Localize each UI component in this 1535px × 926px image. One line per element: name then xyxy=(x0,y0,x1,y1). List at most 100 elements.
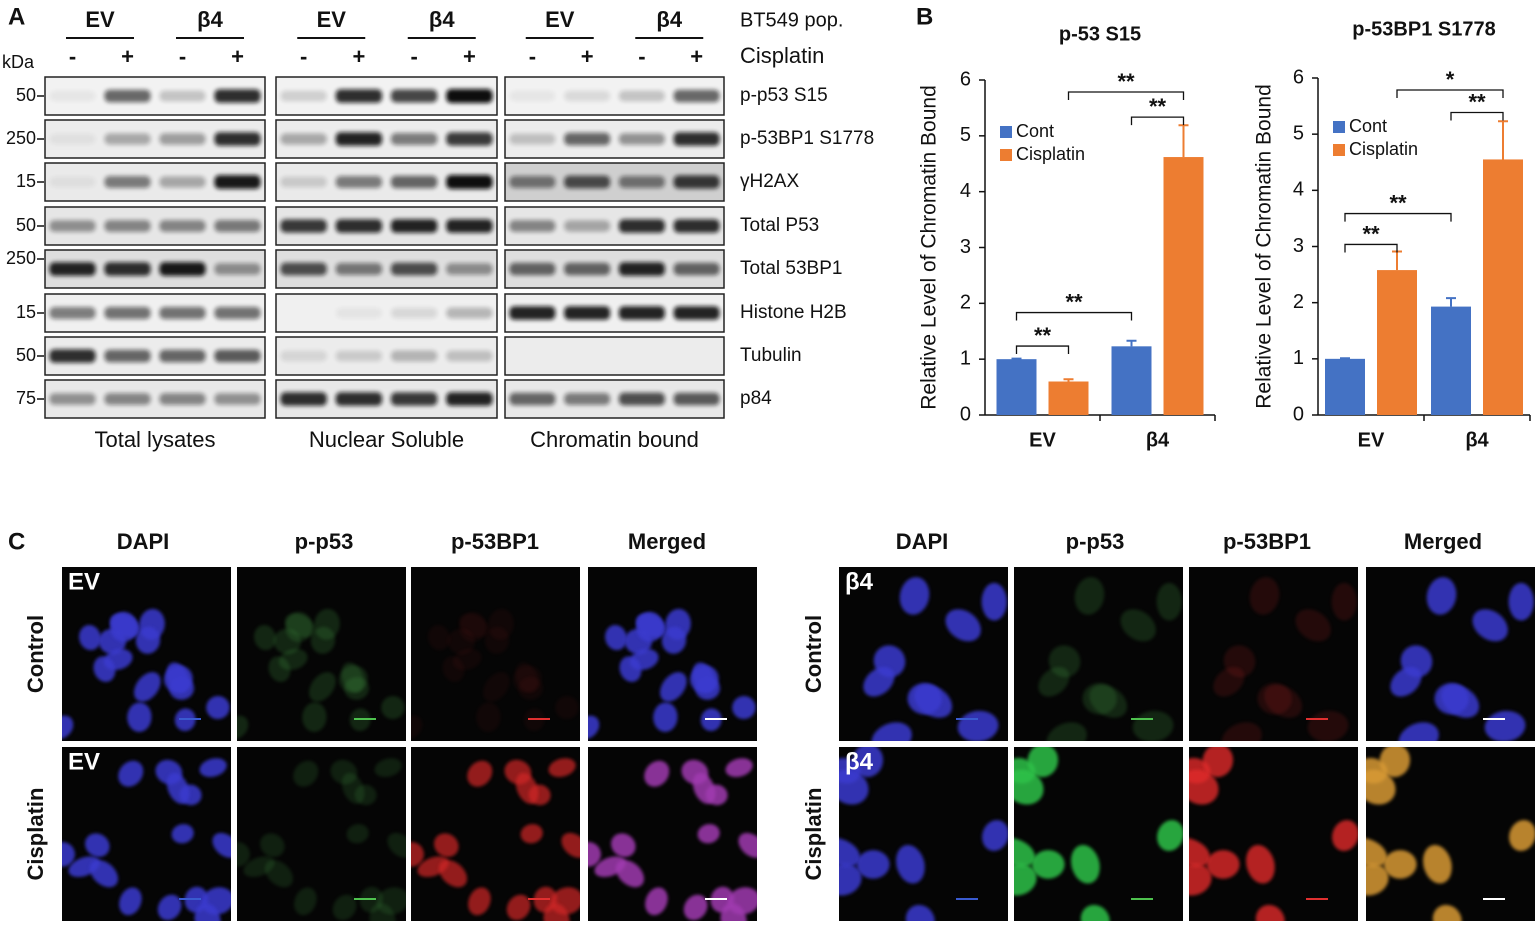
blot-band xyxy=(335,219,383,233)
blot-band xyxy=(280,262,327,276)
nucleus xyxy=(615,859,645,888)
nucleus xyxy=(171,824,194,844)
nucleus xyxy=(163,665,193,693)
kda-marker: 75 xyxy=(16,388,36,408)
nucleus xyxy=(302,702,327,732)
micrograph: EV xyxy=(62,567,231,741)
nucleus xyxy=(871,722,912,741)
nucleus xyxy=(1031,850,1065,879)
nucleus xyxy=(689,665,719,693)
nucleus xyxy=(442,656,465,682)
nucleus xyxy=(62,715,74,739)
blot-band xyxy=(390,307,438,319)
kda-marker: 250 xyxy=(6,128,36,148)
nucleus xyxy=(411,841,424,867)
nucleus xyxy=(428,624,450,651)
row-label: Control xyxy=(23,615,48,693)
y-tick-label: 5 xyxy=(1293,122,1304,144)
genotype-label: β4 xyxy=(197,7,223,32)
genotype-label: EV xyxy=(317,7,347,32)
nucleus xyxy=(438,859,468,888)
blot-band xyxy=(446,219,493,233)
significance-bracket xyxy=(1015,345,1070,355)
micrograph xyxy=(588,567,757,741)
nucleus xyxy=(332,894,357,921)
y-tick-label: 3 xyxy=(1293,235,1304,257)
bar xyxy=(996,359,1037,415)
nucleus xyxy=(1189,837,1211,867)
y-tick-label: 6 xyxy=(1293,66,1304,88)
kda-marker: 15 xyxy=(16,302,36,322)
error-bar xyxy=(1340,357,1350,360)
nucleus xyxy=(839,863,862,896)
nucleus xyxy=(110,611,138,642)
nucleus xyxy=(1255,904,1285,921)
blot-band xyxy=(159,133,206,145)
column-header: Merged xyxy=(628,529,706,554)
y-tick-label: 5 xyxy=(960,124,971,146)
legend-swatch xyxy=(1333,121,1345,133)
row-label: Control xyxy=(801,615,826,693)
blot-band xyxy=(49,393,96,405)
blot-band xyxy=(104,262,151,276)
nucleus xyxy=(166,772,190,804)
nucleus xyxy=(1434,682,1469,715)
nucleus xyxy=(605,624,627,651)
chart-title: p-53 S15 xyxy=(1059,23,1141,45)
nucleus xyxy=(119,887,142,916)
nucleus xyxy=(1245,844,1275,884)
y-tick-label: 6 xyxy=(960,68,971,90)
blot-band xyxy=(214,306,261,320)
nucleus xyxy=(1295,609,1331,642)
nucleus xyxy=(856,850,890,879)
genotype-label: β4 xyxy=(429,7,455,32)
blot-band xyxy=(335,350,383,362)
blot-band xyxy=(104,306,151,320)
y-tick-label: 4 xyxy=(960,180,971,202)
nucleus xyxy=(1331,582,1357,621)
blot-band xyxy=(673,175,720,189)
nucleus xyxy=(720,903,747,921)
y-axis-label: Relative Level of Chromatin Bound xyxy=(918,85,941,410)
micrograph xyxy=(1366,567,1535,741)
nucleus xyxy=(237,841,250,867)
nucleus xyxy=(1189,769,1219,805)
blot-band xyxy=(673,89,720,103)
nucleus xyxy=(1213,666,1245,697)
micrograph xyxy=(588,747,757,921)
population-label: BT549 pop. xyxy=(740,9,843,31)
blot-band xyxy=(214,263,261,275)
blot-band xyxy=(446,89,493,103)
treatment-sign: - xyxy=(69,44,76,69)
y-tick-label: 4 xyxy=(1293,179,1304,201)
nucleus xyxy=(1432,904,1462,921)
y-tick-label: 1 xyxy=(960,347,971,369)
nucleus xyxy=(1074,577,1105,615)
significance-bracket xyxy=(1015,311,1133,321)
nucleus xyxy=(899,577,930,615)
nucleus xyxy=(659,672,687,702)
significance-label: ** xyxy=(1117,69,1135,94)
error-bar xyxy=(1498,120,1508,160)
blot-band xyxy=(280,90,327,102)
cells xyxy=(1366,747,1535,921)
blot-band xyxy=(618,262,665,276)
bar xyxy=(1111,346,1152,415)
nucleus xyxy=(520,824,543,844)
protein-label: Total P53 xyxy=(740,215,819,236)
blot-band xyxy=(618,219,665,233)
nucleus xyxy=(619,656,642,682)
panel-label: C xyxy=(8,528,25,555)
nucleus xyxy=(411,715,423,739)
blot-band xyxy=(509,176,556,188)
error-bar xyxy=(1126,339,1137,347)
nucleus xyxy=(135,626,161,654)
micrograph xyxy=(1366,747,1535,921)
micrograph xyxy=(1014,747,1183,921)
blot-band xyxy=(280,176,327,188)
blot-band xyxy=(335,307,383,319)
nucleus xyxy=(1366,769,1396,805)
legend-swatch xyxy=(1000,126,1012,138)
nucleus xyxy=(308,672,336,702)
nucleus xyxy=(1366,837,1388,867)
